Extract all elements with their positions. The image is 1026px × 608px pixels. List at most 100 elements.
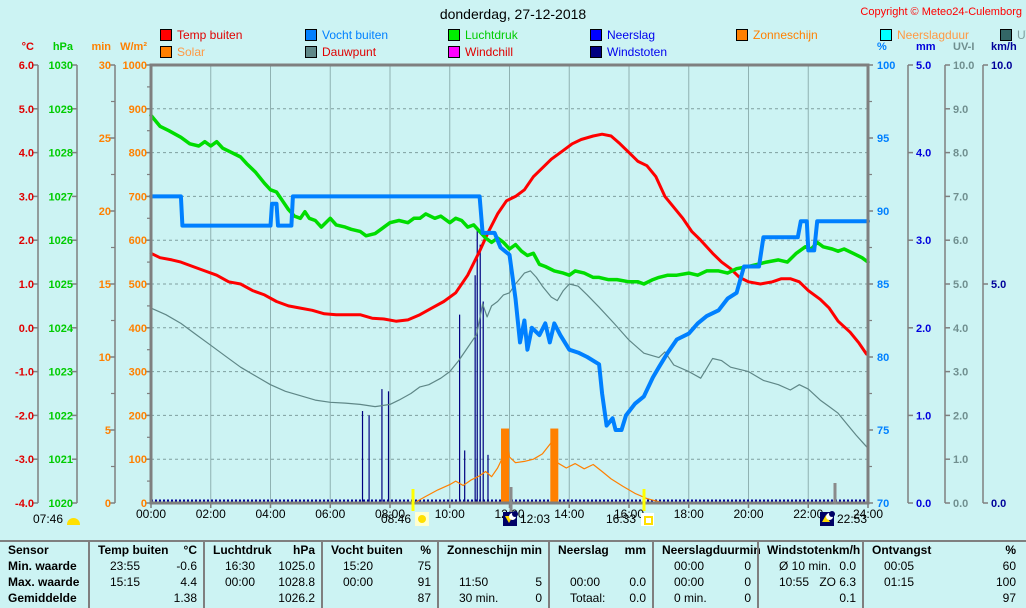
pressure-axis-tick-label: 1021 xyxy=(49,454,73,466)
table-row-header-label: Max. waarde xyxy=(8,575,80,589)
table-column-unit: mm xyxy=(624,543,646,557)
table-column-header: Windstoten km/h xyxy=(759,542,862,558)
legend-label: Vocht buiten xyxy=(322,27,389,42)
x-tick-label: 10:00 xyxy=(435,507,465,521)
table-cell-time: 00:00 xyxy=(674,575,705,589)
humidity-axis-unit-label: % xyxy=(877,41,887,53)
legend-item-temp-buiten: Temp buiten xyxy=(160,27,243,42)
solar-axis-tick-label: 800 xyxy=(129,148,147,160)
legend-item-windstoten: Windstoten xyxy=(590,45,667,59)
table-cell-time: 0 min. xyxy=(674,591,707,605)
legend-item-dauwpunt: Dauwpunt xyxy=(305,44,377,59)
temp-axis-unit-label: °C xyxy=(22,41,34,53)
marker-08-46: 08:46 xyxy=(381,512,430,526)
table-cell-value: 1.38 xyxy=(173,591,197,605)
table-cell-value: -0.6 xyxy=(176,559,197,573)
table-row-header: Min. waarde xyxy=(0,558,88,574)
legend-item-luchtdruk: Luchtdruk xyxy=(448,28,518,42)
table-cell-time xyxy=(331,590,343,606)
copyright-text: Copyright © Meteo24-Culemborg xyxy=(860,6,1022,18)
table-cell: 15:20 75 xyxy=(323,558,437,574)
table-cell-value: 91 xyxy=(417,575,431,589)
table-cell-time: 00:00 xyxy=(225,575,256,589)
table-cell-value: 0.0 xyxy=(839,559,856,573)
table-cell-time: 00:00 xyxy=(570,575,601,589)
table-cell-time: 00:05 xyxy=(884,559,915,573)
legend-item-vocht-buiten: Vocht buiten xyxy=(305,27,389,42)
table-cell-time: 23:55 xyxy=(110,559,141,573)
table-column-luchtdruk: Luchtdruk hPa 16:30 1025.0 00:00 1028.8 1026.2 xyxy=(203,542,321,608)
table-column-header: Ontvangst% xyxy=(864,542,1022,558)
table-row-header-label: Sensor xyxy=(8,543,49,557)
rain-axis-tick-label: 4.0 xyxy=(916,148,931,160)
table-cell: 00:00 0.0 xyxy=(550,574,652,590)
pressure-axis-tick-label: 1025 xyxy=(49,279,73,291)
legend-item-neerslagduur: Neerslagduur xyxy=(880,28,969,42)
table-cell-value: 0.1 xyxy=(839,591,856,605)
series-luchtdruk xyxy=(149,113,870,286)
table-cell: 00:05 60 xyxy=(864,558,1022,574)
pressure-axis-tick-label: 1020 xyxy=(49,498,73,510)
table-cell-value: 5 xyxy=(535,575,542,589)
table-cell-value: 1028.8 xyxy=(278,575,315,589)
x-tick-label: 06:00 xyxy=(315,507,345,521)
legend-swatch-icon xyxy=(590,45,602,58)
solar-axis-tick-label: 0 xyxy=(141,498,147,510)
humidity-axis-tick-label: 85 xyxy=(877,279,889,291)
table-cell-time xyxy=(447,558,459,574)
sunshine-axis-tick-label: 5 xyxy=(105,425,111,437)
humidity-axis-tick-label: 70 xyxy=(877,498,889,510)
marker-16-33: 16:33 xyxy=(606,512,655,526)
table-column-name: Vocht buiten xyxy=(331,543,403,557)
solar-axis-unit-label: W/m² xyxy=(120,41,147,53)
table-cell xyxy=(550,558,652,574)
legend-swatch-icon xyxy=(1000,28,1012,41)
table-cell: 10:55 ZO 6.3 xyxy=(759,574,862,590)
table-sensor-column: Sensor Min. waarde Max. waarde Gemiddelde xyxy=(0,542,88,608)
table-cell-time: 01:15 xyxy=(884,575,915,589)
wind-axis-unit-label: km/h xyxy=(991,41,1017,53)
solar-axis-tick-label: 600 xyxy=(129,235,147,247)
table-cell-time: 11:50 xyxy=(459,575,489,589)
table-column-zonneschijn: Zonneschijn min 11:50 5 30 min. 0 xyxy=(437,542,548,608)
table-column-header: Vocht buiten% xyxy=(323,542,437,558)
sunshine-axis-tick-label: 0 xyxy=(105,498,111,510)
uv-axis-tick-label: 7.0 xyxy=(953,191,968,203)
series-temp-buiten xyxy=(149,132,870,356)
temp-axis-tick-label: 5.0 xyxy=(19,104,34,116)
legend-item-zonneschijn: Zonneschijn xyxy=(736,28,818,42)
uv-axis-tick-label: 3.0 xyxy=(953,367,968,379)
x-tick-label: 02:00 xyxy=(196,507,226,521)
legend-label: Windchill xyxy=(465,44,514,59)
table-cell-time: 16:30 xyxy=(225,559,256,573)
legend-label: UV xyxy=(1017,27,1026,42)
uv-axis-tick-label: 9.0 xyxy=(953,104,968,116)
wind-axis-tick-label: 10.0 xyxy=(991,60,1012,72)
table-column-temp-buiten: Temp buiten °C 23:55 -0.6 15:15 4.4 1.38 xyxy=(88,542,203,608)
uv-axis-tick-label: 8.0 xyxy=(953,148,968,160)
solar-axis-tick-label: 700 xyxy=(129,191,147,203)
table-cell-value: 97 xyxy=(1002,591,1016,605)
table-column-neerslagduur: Neerslagduur min 00:00 0 00:00 0 0 min. 0 xyxy=(652,542,761,608)
legend-swatch-icon xyxy=(590,28,602,41)
table-cell: 1.38 xyxy=(90,590,203,606)
table-column-header: Zonneschijn min xyxy=(439,542,548,558)
table-cell-time xyxy=(558,558,570,574)
x-tick-label: 14:00 xyxy=(554,507,584,521)
pressure-axis-tick-label: 1024 xyxy=(49,323,74,335)
temp-axis-tick-label: 1.0 xyxy=(19,279,34,291)
temp-axis-tick-label: 3.0 xyxy=(19,191,34,203)
legend-label: Dauwpunt xyxy=(322,44,377,59)
table-column-unit: min xyxy=(520,543,542,557)
x-tick-label: 00:00 xyxy=(136,507,166,521)
marker-07-46: 07:46 xyxy=(33,512,81,526)
legend-label: Temp buiten xyxy=(177,27,243,42)
legend-item-solar: Solar xyxy=(160,45,205,59)
table-column-name: Temp buiten xyxy=(98,543,169,557)
solar-axis-tick-label: 300 xyxy=(129,367,147,379)
temp-axis-tick-label: -1.0 xyxy=(15,367,34,379)
table-cell: 0 min. 0 xyxy=(654,590,757,606)
legend-swatch-icon xyxy=(448,45,460,58)
marker-time: 16:33 xyxy=(606,512,637,526)
